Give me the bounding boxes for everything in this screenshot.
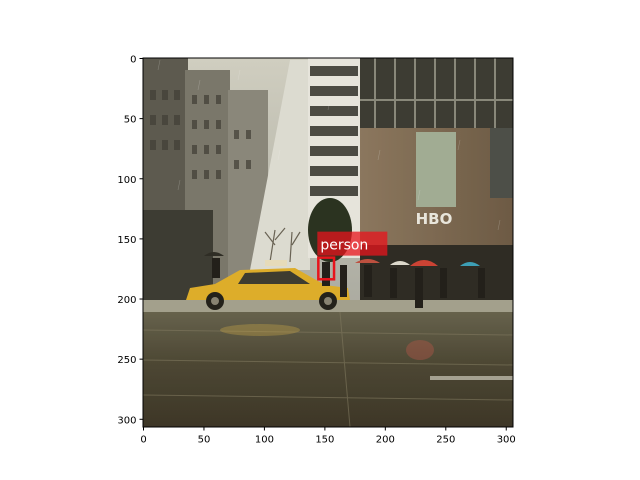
- x-tick-label: 150: [315, 435, 334, 446]
- x-tick-label: 250: [436, 435, 455, 446]
- detection-label: person: [320, 238, 368, 254]
- y-tick-label: 150: [117, 235, 136, 246]
- y-tick-label: 200: [117, 295, 136, 306]
- x-tick-label: 50: [198, 435, 211, 446]
- detection-box: [317, 256, 336, 281]
- x-axis: 0 50 100 150 200 250 300: [140, 426, 516, 446]
- y-tick-label: 250: [117, 355, 136, 366]
- y-tick-label: 50: [124, 115, 137, 126]
- axes-frame: [142, 57, 514, 428]
- detection-label-background: [317, 231, 388, 256]
- y-tick-label: 0: [130, 55, 136, 66]
- x-tick-label: 200: [376, 435, 395, 446]
- y-axis: 0 50 100 150 200 250 300: [117, 55, 144, 426]
- y-tick-label: 300: [117, 415, 136, 426]
- x-tick-label: 100: [255, 435, 274, 446]
- hbo-sign: HBO: [416, 210, 453, 228]
- taxi: [186, 260, 350, 310]
- y-tick-label: 100: [117, 175, 136, 186]
- detection: person: [317, 231, 388, 281]
- x-tick-label: 300: [497, 435, 516, 446]
- x-tick-label: 0: [140, 435, 146, 446]
